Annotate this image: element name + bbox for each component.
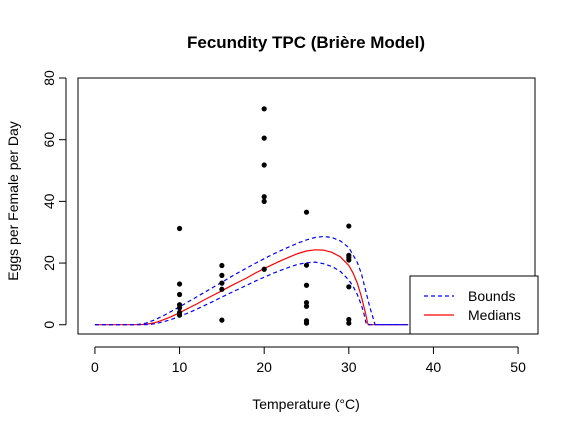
- data-point: [346, 223, 352, 229]
- x-tick-label: 30: [341, 359, 357, 375]
- x-tick-label: 40: [426, 359, 442, 375]
- series-line-bounds-1: [94, 261, 409, 326]
- y-tick-label: 0: [41, 321, 57, 329]
- y-tick-label: 20: [41, 255, 57, 271]
- data-point: [303, 209, 310, 215]
- legend-box: [409, 275, 539, 335]
- data-point: [303, 303, 310, 309]
- y-axis-label: Eggs per Female per Day: [5, 121, 21, 281]
- data-point: [303, 320, 310, 326]
- chart-title: Fecundity TPC (Brière Model): [187, 33, 425, 52]
- data-point: [219, 317, 225, 323]
- data-point: [176, 281, 183, 287]
- plot-frame: [77, 77, 536, 335]
- y-tick-label: 60: [41, 132, 57, 148]
- data-point: [261, 194, 267, 200]
- data-point: [261, 135, 267, 141]
- data-point: [219, 272, 225, 278]
- data-point: [176, 225, 183, 232]
- x-axis-label: Temperature (°C): [252, 396, 360, 412]
- curves: [94, 235, 409, 326]
- x-axis: 0 10 20 30 40 50: [91, 346, 526, 375]
- data-point: [219, 262, 225, 269]
- data-point: [346, 284, 352, 290]
- x-tick-label: 0: [91, 359, 99, 375]
- legend: Bounds Medians: [409, 275, 539, 335]
- data-point: [176, 291, 183, 298]
- data-point: [219, 286, 225, 292]
- data-point: [303, 262, 310, 268]
- x-tick-label: 50: [510, 359, 526, 375]
- data-point: [303, 299, 310, 306]
- x-tick-label: 20: [256, 359, 272, 375]
- data-point: [176, 305, 183, 311]
- data-point: [346, 257, 352, 263]
- series-line-bounds-2: [94, 235, 409, 326]
- y-tick-label: 80: [41, 70, 57, 86]
- series-line-medians-0: [94, 249, 409, 326]
- y-axis: 0 20 40 60 80: [41, 70, 67, 329]
- data-point: [261, 106, 267, 112]
- data-point: [346, 320, 352, 326]
- data-point: [261, 198, 267, 204]
- x-tick-label: 10: [172, 359, 188, 375]
- data-point: [303, 282, 310, 288]
- data-point: [261, 266, 267, 272]
- data-point: [261, 162, 267, 168]
- data-point: [219, 280, 225, 286]
- data-points: [176, 106, 352, 326]
- legend-label-bounds: Bounds: [468, 288, 515, 304]
- legend-label-medians: Medians: [468, 307, 521, 323]
- data-point: [176, 312, 183, 318]
- y-tick-label: 40: [41, 193, 57, 209]
- data-point: [346, 316, 352, 323]
